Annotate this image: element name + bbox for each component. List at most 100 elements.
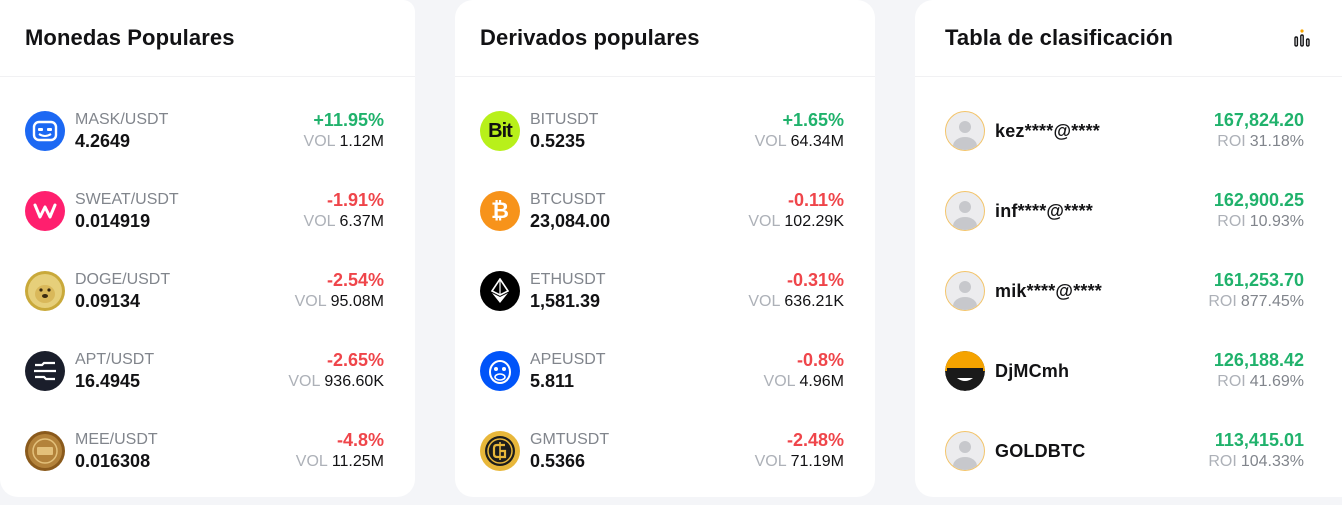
derivative-pair: APEUSDT xyxy=(530,351,606,368)
leaderboard-row[interactable]: GOLDBTC 113,415.01 ROI 104.33% xyxy=(915,411,1342,491)
coin-volume: VOL 11.25M xyxy=(296,451,384,473)
coin-volume: VOL 95.08M xyxy=(295,291,384,313)
trader-name: GOLDBTC xyxy=(995,440,1086,461)
derivative-row-gmt[interactable]: GMTUSDT 0.5366 -2.48% VOL 71.19M xyxy=(455,411,875,491)
vol-label: VOL xyxy=(303,133,336,150)
coin-change: -4.8% xyxy=(336,430,384,450)
vol-value: 6.37M xyxy=(339,213,384,230)
derivative-row-btc[interactable]: ₿ BTCUSDT 23,084.00 -0.11% VOL 102.29K xyxy=(455,171,875,251)
apt-icon xyxy=(25,351,65,391)
trader-roi: ROI 31.18% xyxy=(1217,131,1304,153)
roi-label: ROI xyxy=(1217,213,1246,230)
bitcoin-icon: ₿ xyxy=(480,191,520,231)
vol-value: 95.08M xyxy=(330,293,384,310)
trader-roi: ROI 104.33% xyxy=(1208,451,1304,473)
mee-icon xyxy=(25,431,65,471)
leaderboard-row[interactable]: mik****@**** 161,253.70 ROI 877.45% xyxy=(915,251,1342,331)
popular-derivatives-list: Bit BITUSDT 0.5235 +1.65% VOL 64.34M ₿ BT… xyxy=(455,77,875,491)
leaderboard-list: kez****@**** 167,824.20 ROI 31.18% inf***… xyxy=(915,77,1342,491)
leaderboard-row[interactable]: inf****@**** 162,900.25 ROI 10.93% xyxy=(915,171,1342,251)
vol-label: VOL xyxy=(303,213,336,230)
derivative-price: 1,581.39 xyxy=(530,291,601,311)
leaderboard-row[interactable]: DjMCmh 126,188.42 ROI 41.69% xyxy=(915,331,1342,411)
coin-row-mee[interactable]: MEE/USDT 0.016308 -4.8% VOL 11.25M xyxy=(0,411,415,491)
derivative-volume: VOL 4.96M xyxy=(764,371,844,393)
doge-icon xyxy=(25,271,65,311)
coin-volume: VOL 936.60K xyxy=(288,371,384,393)
derivative-price: 0.5366 xyxy=(530,451,586,471)
derivative-pair: BITUSDT xyxy=(530,111,599,128)
roi-label: ROI xyxy=(1217,133,1246,150)
default-avatar-icon xyxy=(945,431,985,471)
popular-coins-title: Monedas Populares xyxy=(25,25,235,50)
leaderboard-row[interactable]: kez****@**** 167,824.20 ROI 31.18% xyxy=(915,91,1342,171)
vol-value: 936.60K xyxy=(324,373,384,390)
coin-row-mask[interactable]: MASK/USDT 4.2649 +11.95% VOL 1.12M xyxy=(0,91,415,171)
coin-change: -2.65% xyxy=(326,350,384,370)
ape-icon xyxy=(480,351,520,391)
vol-label: VOL xyxy=(748,213,781,230)
gmt-icon xyxy=(480,431,520,471)
coin-price: 0.016308 xyxy=(75,451,151,471)
derivative-change: -0.8% xyxy=(796,350,844,370)
coin-pair: DOGE/USDT xyxy=(75,271,171,288)
leaderboard-title: Tabla de clasificación xyxy=(945,25,1173,50)
vol-label: VOL xyxy=(748,293,781,310)
coin-change: -1.91% xyxy=(326,190,384,210)
coin-row-apt[interactable]: APT/USDT 16.4945 -2.65% VOL 936.60K xyxy=(0,331,415,411)
roi-label: ROI xyxy=(1208,293,1237,310)
leaderboard-header: Tabla de clasificación xyxy=(915,0,1342,77)
coin-pair: MEE/USDT xyxy=(75,431,158,448)
coin-pair: SWEAT/USDT xyxy=(75,191,179,208)
derivative-change: -2.48% xyxy=(786,430,844,450)
vol-label: VOL xyxy=(754,133,787,150)
derivative-change: +1.65% xyxy=(782,110,844,130)
vol-label: VOL xyxy=(754,453,787,470)
coin-row-doge[interactable]: DOGE/USDT 0.09134 -2.54% VOL 95.08M xyxy=(0,251,415,331)
derivative-change: -0.11% xyxy=(787,190,844,210)
roi-value: 31.18% xyxy=(1249,133,1304,150)
derivative-pair: BTCUSDT xyxy=(530,191,606,208)
trader-name: inf****@**** xyxy=(995,200,1093,221)
ranking-chart-icon[interactable] xyxy=(1292,28,1312,48)
coin-price: 0.09134 xyxy=(75,291,141,311)
coin-price: 16.4945 xyxy=(75,371,141,391)
ethereum-icon xyxy=(480,271,520,311)
trader-pnl: 113,415.01 xyxy=(1214,430,1304,450)
coin-volume: VOL 1.12M xyxy=(304,131,384,153)
popular-coins-header: Monedas Populares xyxy=(0,0,415,77)
vol-value: 11.25M xyxy=(331,453,384,470)
popular-coins-card: Monedas Populares MASK/USDT 4.2649 +11.9… xyxy=(0,0,415,497)
derivative-price: 0.5235 xyxy=(530,131,586,151)
derivative-row-eth[interactable]: ETHUSDT 1,581.39 -0.31% VOL 636.21K xyxy=(455,251,875,331)
bit-icon: Bit xyxy=(480,111,520,151)
mask-icon xyxy=(25,111,65,151)
roi-label: ROI xyxy=(1217,373,1246,390)
vol-value: 1.12M xyxy=(339,133,384,150)
derivative-volume: VOL 636.21K xyxy=(748,291,844,313)
vol-value: 71.19M xyxy=(790,453,844,470)
trader-roi: ROI 10.93% xyxy=(1217,211,1304,233)
derivative-volume: VOL 64.34M xyxy=(755,131,844,153)
popular-coins-list: MASK/USDT 4.2649 +11.95% VOL 1.12M SWEAT/… xyxy=(0,77,415,491)
bit-icon-text: Bit xyxy=(488,119,513,142)
derivative-row-ape[interactable]: APEUSDT 5.811 -0.8% VOL 4.96M xyxy=(455,331,875,411)
roi-value: 877.45% xyxy=(1240,293,1304,310)
derivative-row-bit[interactable]: Bit BITUSDT 0.5235 +1.65% VOL 64.34M xyxy=(455,91,875,171)
vol-value: 4.96M xyxy=(799,373,844,390)
sweat-icon xyxy=(25,191,65,231)
trader-pnl: 161,253.70 xyxy=(1213,270,1304,290)
coin-pair: APT/USDT xyxy=(75,351,155,368)
derivative-price: 23,084.00 xyxy=(530,211,611,231)
vol-value: 102.29K xyxy=(784,213,844,230)
coin-row-sweat[interactable]: SWEAT/USDT 0.014919 -1.91% VOL 6.37M xyxy=(0,171,415,251)
coin-price: 0.014919 xyxy=(75,211,151,231)
roi-value: 41.69% xyxy=(1249,373,1304,390)
vol-label: VOL xyxy=(294,293,327,310)
trader-roi: ROI 41.69% xyxy=(1217,371,1304,393)
popular-derivatives-card: Derivados populares Bit BITUSDT 0.5235 +… xyxy=(455,0,875,497)
roi-value: 10.93% xyxy=(1249,213,1304,230)
trader-name: mik****@**** xyxy=(995,280,1103,301)
trader-pnl: 167,824.20 xyxy=(1213,110,1304,130)
popular-derivatives-header: Derivados populares xyxy=(455,0,875,77)
